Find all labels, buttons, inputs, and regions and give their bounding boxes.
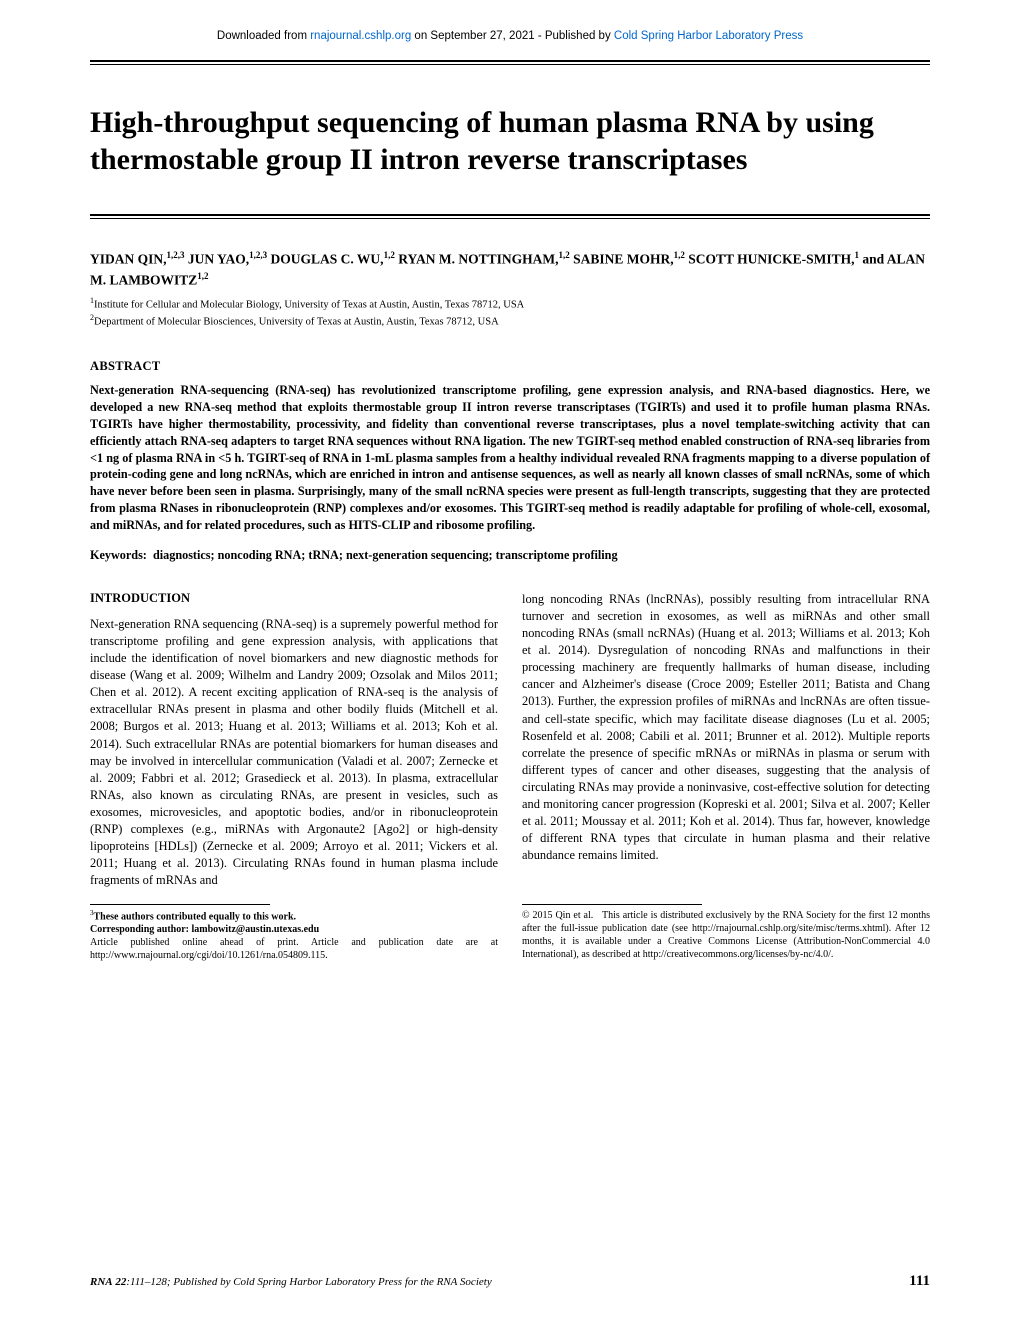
footnote-left-col: 3These authors contributed equally to th… [90, 904, 498, 962]
page-footer: RNA 22:111–128; Published by Cold Spring… [90, 1273, 930, 1290]
download-link-1[interactable]: rnajournal.cshlp.org [310, 30, 411, 42]
top-rule-thin [90, 64, 930, 65]
download-banner: Downloaded from rnajournal.cshlp.org on … [90, 30, 930, 42]
keywords-line: Keywords: diagnostics; noncoding RNA; tR… [90, 548, 930, 563]
affiliations: 1Institute for Cellular and Molecular Bi… [90, 296, 930, 329]
footnote-rule-left [90, 904, 270, 905]
keywords-text: diagnostics; noncoding RNA; tRNA; next-g… [153, 548, 618, 562]
download-mid: on September 27, 2021 - Published by [411, 30, 614, 42]
title-block: High-throughput sequencing of human plas… [90, 105, 930, 178]
download-link-2[interactable]: Cold Spring Harbor Laboratory Press [614, 30, 803, 42]
footnote-left-text: 3These authors contributed equally to th… [90, 909, 498, 962]
authors-list: YIDAN QIN,1,2,3 JUN YAO,1,2,3 DOUGLAS C.… [90, 249, 930, 290]
footnote-right-text: © 2015 Qin et al. This article is distri… [522, 909, 930, 961]
intro-column-right: long noncoding RNAs (lncRNAs), possibly … [522, 591, 930, 890]
affiliation-2: 2Department of Molecular Biosciences, Un… [90, 313, 930, 330]
intro-column-left: Next-generation RNA sequencing (RNA-seq)… [90, 616, 498, 890]
introduction-heading: INTRODUCTION [90, 591, 498, 606]
abstract-heading: ABSTRACT [90, 359, 930, 374]
introduction-block: INTRODUCTION Next-generation RNA sequenc… [90, 591, 930, 890]
page-number: 111 [909, 1273, 930, 1290]
footer-citation: RNA 22:111–128; Published by Cold Spring… [90, 1276, 492, 1288]
footnotes-row: 3These authors contributed equally to th… [90, 904, 930, 962]
authors-block: YIDAN QIN,1,2,3 JUN YAO,1,2,3 DOUGLAS C.… [90, 249, 930, 329]
affiliation-1: 1Institute for Cellular and Molecular Bi… [90, 296, 930, 313]
mid-rule-thin [90, 218, 930, 219]
keywords-label: Keywords: [90, 548, 147, 562]
mid-rule-thick [90, 214, 930, 216]
download-prefix: Downloaded from [217, 30, 310, 42]
article-title: High-throughput sequencing of human plas… [90, 105, 930, 178]
top-rule-thick [90, 60, 930, 62]
abstract-block: ABSTRACT Next-generation RNA-sequencing … [90, 359, 930, 562]
footnote-right-col: © 2015 Qin et al. This article is distri… [522, 904, 930, 962]
footnote-rule-right [522, 904, 702, 905]
abstract-text: Next-generation RNA-sequencing (RNA-seq)… [90, 382, 930, 533]
